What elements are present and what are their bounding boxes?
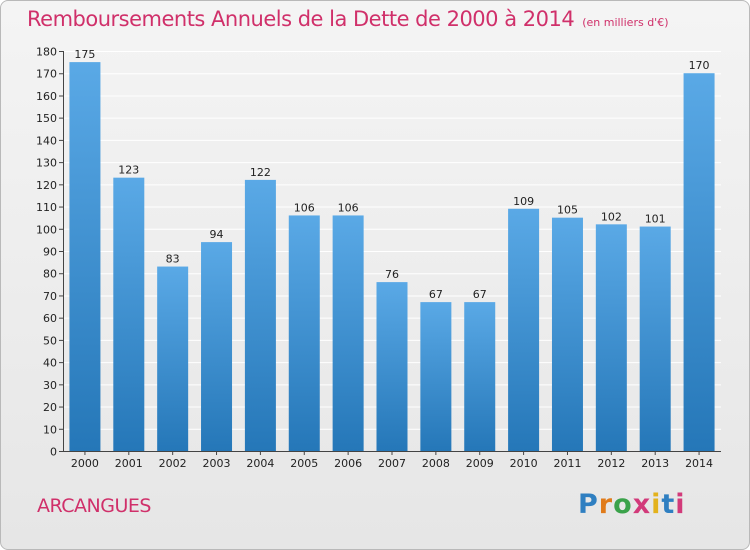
logo-letter: r [598, 489, 614, 520]
x-tick-label-2002: 2002 [159, 457, 187, 470]
y-tick-label: 60 [43, 312, 57, 325]
y-tick-label: 180 [36, 46, 57, 59]
logo-letter: o [613, 489, 633, 520]
y-tick-label: 10 [43, 423, 57, 436]
x-tick-label-2012: 2012 [597, 457, 625, 470]
x-tick-label-2007: 2007 [378, 457, 406, 470]
y-tick-label: 110 [36, 201, 57, 214]
data-label-2009: 67 [473, 288, 487, 301]
logo-letter: t [661, 489, 676, 520]
title-unit: (en milliers d'€) [582, 16, 669, 29]
data-label-2010: 109 [513, 195, 534, 208]
logo-letter: x [632, 489, 652, 520]
y-tick-label: 20 [43, 401, 57, 414]
x-tick-label-2000: 2000 [71, 457, 99, 470]
chart-title: Remboursements Annuels de la Dette de 20… [27, 7, 668, 31]
data-label-2008: 67 [429, 288, 443, 301]
data-label-2003: 94 [210, 228, 224, 241]
bar-2011 [551, 217, 583, 451]
x-tick-label-2008: 2008 [422, 457, 450, 470]
bars: 175 123 83 94 122 106 106 76 67 67 109 105 102 101 170 [69, 48, 715, 451]
y-tick-label: 140 [36, 134, 57, 147]
y-tick-label: 70 [43, 290, 57, 303]
bar-2005 [288, 215, 320, 451]
x-tick-label-2013: 2013 [641, 457, 669, 470]
bar-2006 [332, 215, 364, 451]
y-tick-label: 50 [43, 334, 57, 347]
bar-2007 [376, 282, 408, 451]
bar-2001 [113, 177, 145, 451]
bar-2003 [201, 242, 233, 451]
x-tick-label-2014: 2014 [685, 457, 713, 470]
data-label-2001: 123 [118, 164, 139, 177]
x-tick-label-2009: 2009 [466, 457, 494, 470]
data-label-2007: 76 [385, 268, 399, 281]
bar-2012 [595, 224, 627, 451]
logo-letter: i [675, 489, 686, 520]
y-tick-label: 130 [36, 157, 57, 170]
y-tick-label: 170 [36, 68, 57, 81]
data-label-2014: 170 [689, 59, 710, 72]
bar-2009 [464, 302, 496, 451]
x-tick-label-2010: 2010 [510, 457, 538, 470]
data-label-2006: 106 [338, 201, 359, 214]
bar-2000 [69, 62, 101, 451]
proxiti-logo: Proxiti [578, 489, 686, 520]
bar-2014 [683, 73, 715, 451]
y-tick-label: 150 [36, 112, 57, 125]
bar-2013 [639, 226, 671, 451]
data-label-2004: 122 [250, 166, 271, 179]
x-tick-label-2011: 2011 [553, 457, 581, 470]
x-tick-label-2003: 2003 [203, 457, 231, 470]
x-tick-label-2001: 2001 [115, 457, 143, 470]
x-tick-label-2004: 2004 [246, 457, 274, 470]
y-tick-label: 160 [36, 90, 57, 103]
y-tick-label: 30 [43, 379, 57, 392]
y-tick-label: 120 [36, 179, 57, 192]
y-tick-label: 0 [50, 446, 57, 459]
x-tick-label-2005: 2005 [290, 457, 318, 470]
x-tick-label-2006: 2006 [334, 457, 362, 470]
commune-name: ARCANGUES [37, 495, 151, 517]
y-tick-label: 100 [36, 223, 57, 236]
logo-letter: i [651, 489, 662, 520]
data-label-2000: 175 [74, 48, 95, 61]
logo-letter: P [578, 489, 599, 520]
bar-2002 [157, 266, 189, 451]
data-label-2012: 102 [601, 210, 622, 223]
bar-2008 [420, 302, 452, 451]
bar-2010 [508, 208, 540, 451]
title-main: Remboursements Annuels de la Dette de 20… [27, 7, 575, 31]
data-label-2011: 105 [557, 204, 578, 217]
axes: 0 10 20 30 40 50 60 70 80 90 100 110 120 130 140 150 160… [36, 46, 721, 470]
y-tick-label: 80 [43, 268, 57, 281]
data-label-2002: 83 [166, 253, 180, 266]
data-label-2013: 101 [645, 213, 666, 226]
y-tick-label: 90 [43, 246, 57, 259]
data-label-2005: 106 [294, 201, 315, 214]
y-tick-label: 40 [43, 357, 57, 370]
bar-2004 [244, 179, 276, 451]
